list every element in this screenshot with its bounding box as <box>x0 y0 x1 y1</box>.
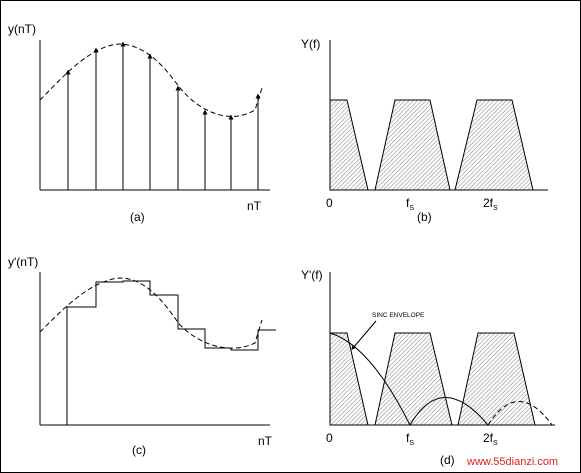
panel-d-x0: 0 <box>326 431 333 445</box>
panel-a-ylabel: y(nT) <box>8 22 36 36</box>
sinc-third-lobe <box>487 401 553 426</box>
panel-b-fs: fS <box>406 196 414 212</box>
panel-a-caption: (a) <box>130 210 145 224</box>
panel-a: y(nT) nT (a) <box>8 22 270 224</box>
sinc-main-lobe <box>329 332 411 426</box>
panel-b-x0: 0 <box>326 196 333 210</box>
panel-d-fs: fS <box>406 431 414 447</box>
panel-a-continuous-signal <box>39 43 263 117</box>
panel-d-sinc-envelope <box>329 332 553 426</box>
panel-c-caption: (c) <box>132 443 146 457</box>
panel-c: y'(nT) nT (c) <box>8 255 276 457</box>
panel-d: Y'(f) SINC ENVELOPE 0 fS 2fS (d) <box>301 268 555 467</box>
spectral-image-2fs <box>457 332 536 426</box>
panel-d-2fs: 2fS <box>483 431 498 447</box>
panel-c-zero-order-hold <box>66 280 276 425</box>
panel-a-xlabel: nT <box>247 199 262 213</box>
panel-d-ylabel: Y'(f) <box>301 268 323 282</box>
panel-b-caption: (b) <box>417 210 432 224</box>
panel-b-spectrum <box>329 99 534 191</box>
panel-b-ylabel: Y(f) <box>301 37 320 51</box>
panel-d-spectrum <box>329 332 536 426</box>
baseband-lobe <box>329 99 369 191</box>
panel-c-xlabel: nT <box>258 434 273 448</box>
panel-d-caption: (d) <box>440 453 455 467</box>
spectral-image-fs <box>374 99 451 191</box>
panel-b: Y(f) 0 fS 2fS (b) <box>301 37 548 224</box>
sinc-second-lobe <box>409 397 489 426</box>
panel-c-ylabel: y'(nT) <box>8 255 38 269</box>
panel-c-continuous-signal <box>39 277 263 349</box>
panel-a-samples <box>65 41 261 190</box>
spectral-image-2fs <box>454 99 534 191</box>
baseband-lobe <box>329 332 369 426</box>
panel-d-annotation: SINC ENVELOPE <box>372 312 425 319</box>
spectral-image-fs <box>374 332 453 426</box>
watermark: www.55dianzi.com <box>466 456 558 468</box>
panel-b-2fs: 2fS <box>483 196 498 212</box>
annotation-leader <box>351 320 377 350</box>
